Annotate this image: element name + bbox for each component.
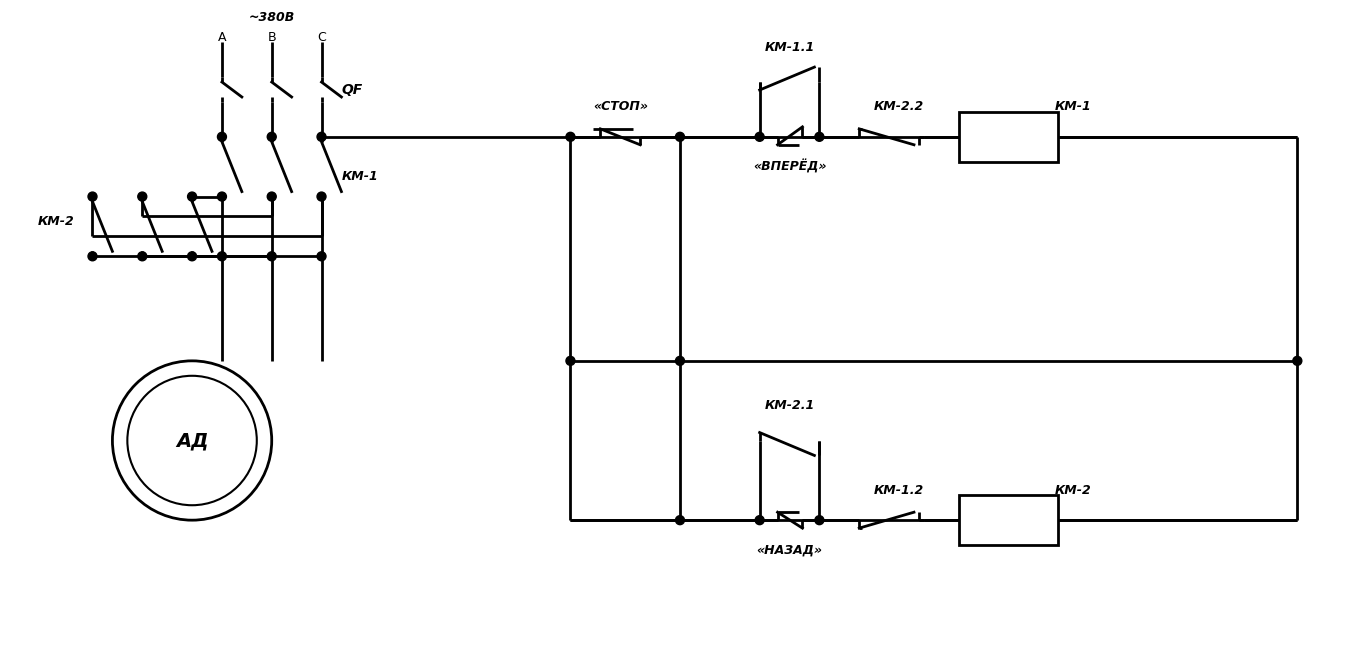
- Text: «СТОП»: «СТОП»: [593, 100, 648, 113]
- Text: КМ-2.1: КМ-2.1: [764, 399, 814, 412]
- Circle shape: [317, 132, 325, 141]
- Text: КМ-1: КМ-1: [1054, 100, 1092, 113]
- Circle shape: [188, 252, 197, 261]
- Circle shape: [815, 516, 824, 525]
- Circle shape: [267, 252, 277, 261]
- Text: АД: АД: [176, 431, 208, 450]
- Circle shape: [317, 252, 325, 261]
- Circle shape: [217, 132, 227, 141]
- Text: КМ-1.1: КМ-1.1: [764, 41, 814, 53]
- Text: «НАЗАД»: «НАЗАД»: [756, 544, 822, 557]
- Text: В: В: [267, 31, 275, 44]
- Circle shape: [217, 192, 227, 201]
- Bar: [958, 112, 1058, 161]
- Circle shape: [755, 132, 764, 141]
- Circle shape: [317, 192, 325, 201]
- Circle shape: [267, 132, 277, 141]
- Circle shape: [188, 192, 197, 201]
- Text: «ВПЕРЁД»: «ВПЕРЁД»: [753, 159, 826, 174]
- Circle shape: [88, 192, 97, 201]
- Circle shape: [217, 252, 227, 261]
- Text: КМ-1.2: КМ-1.2: [873, 484, 925, 497]
- Text: C: C: [317, 31, 325, 44]
- Circle shape: [267, 192, 277, 201]
- Circle shape: [675, 516, 684, 525]
- Text: КМ-2: КМ-2: [1054, 484, 1092, 497]
- Circle shape: [88, 252, 97, 261]
- Circle shape: [566, 132, 575, 141]
- Text: ~380В: ~380В: [248, 11, 294, 24]
- Circle shape: [675, 132, 684, 141]
- Circle shape: [755, 516, 764, 525]
- Text: КМ-2.2: КМ-2.2: [873, 100, 925, 113]
- Circle shape: [675, 356, 684, 365]
- Text: A: A: [217, 31, 227, 44]
- Text: КМ-2: КМ-2: [38, 215, 74, 228]
- Text: QF: QF: [342, 83, 363, 97]
- Circle shape: [138, 252, 147, 261]
- Text: КМ-1: КМ-1: [342, 170, 378, 183]
- Circle shape: [1293, 356, 1301, 365]
- Circle shape: [566, 356, 575, 365]
- Circle shape: [815, 132, 824, 141]
- Circle shape: [138, 192, 147, 201]
- Bar: [958, 495, 1058, 545]
